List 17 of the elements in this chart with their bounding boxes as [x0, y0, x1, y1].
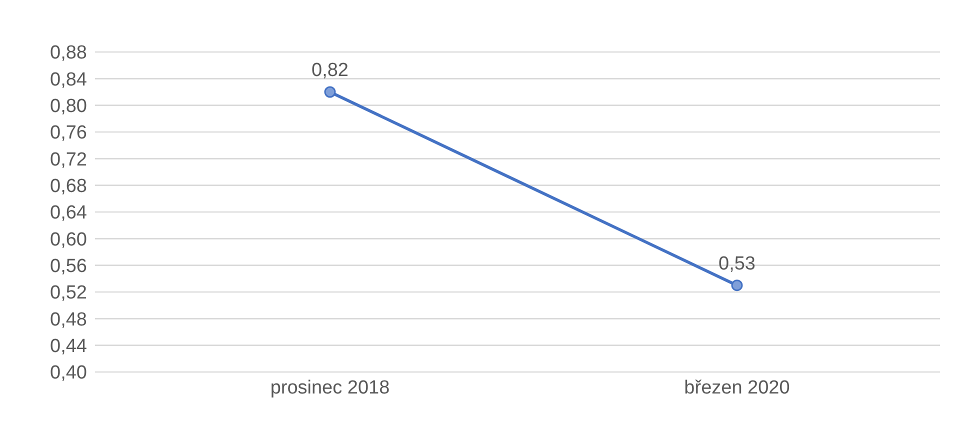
y-tick-label: 0,68 [50, 176, 87, 198]
x-tick-label: prosinec 2018 [270, 377, 390, 398]
y-tick-label: 0,72 [50, 149, 87, 170]
y-tick-label: 0,76 [50, 122, 87, 144]
y-tick-label: 0,48 [50, 309, 87, 330]
data-label: 0,53 [718, 253, 756, 274]
y-tick-label: 0,64 [50, 202, 88, 224]
y-tick-label: 0,40 [50, 362, 87, 384]
y-tick-label: 0,44 [50, 336, 88, 358]
y-tick-label: 0,52 [50, 282, 87, 304]
x-tick-label: březen 2020 [684, 377, 790, 398]
y-tick-label: 0,56 [50, 256, 87, 278]
y-tick-label: 0,88 [50, 42, 87, 64]
y-tick-label: 0,84 [50, 69, 88, 90]
data-label: 0,82 [312, 60, 348, 81]
y-tick-label: 0,80 [50, 96, 87, 118]
y-tick-label: 0,60 [50, 229, 87, 250]
